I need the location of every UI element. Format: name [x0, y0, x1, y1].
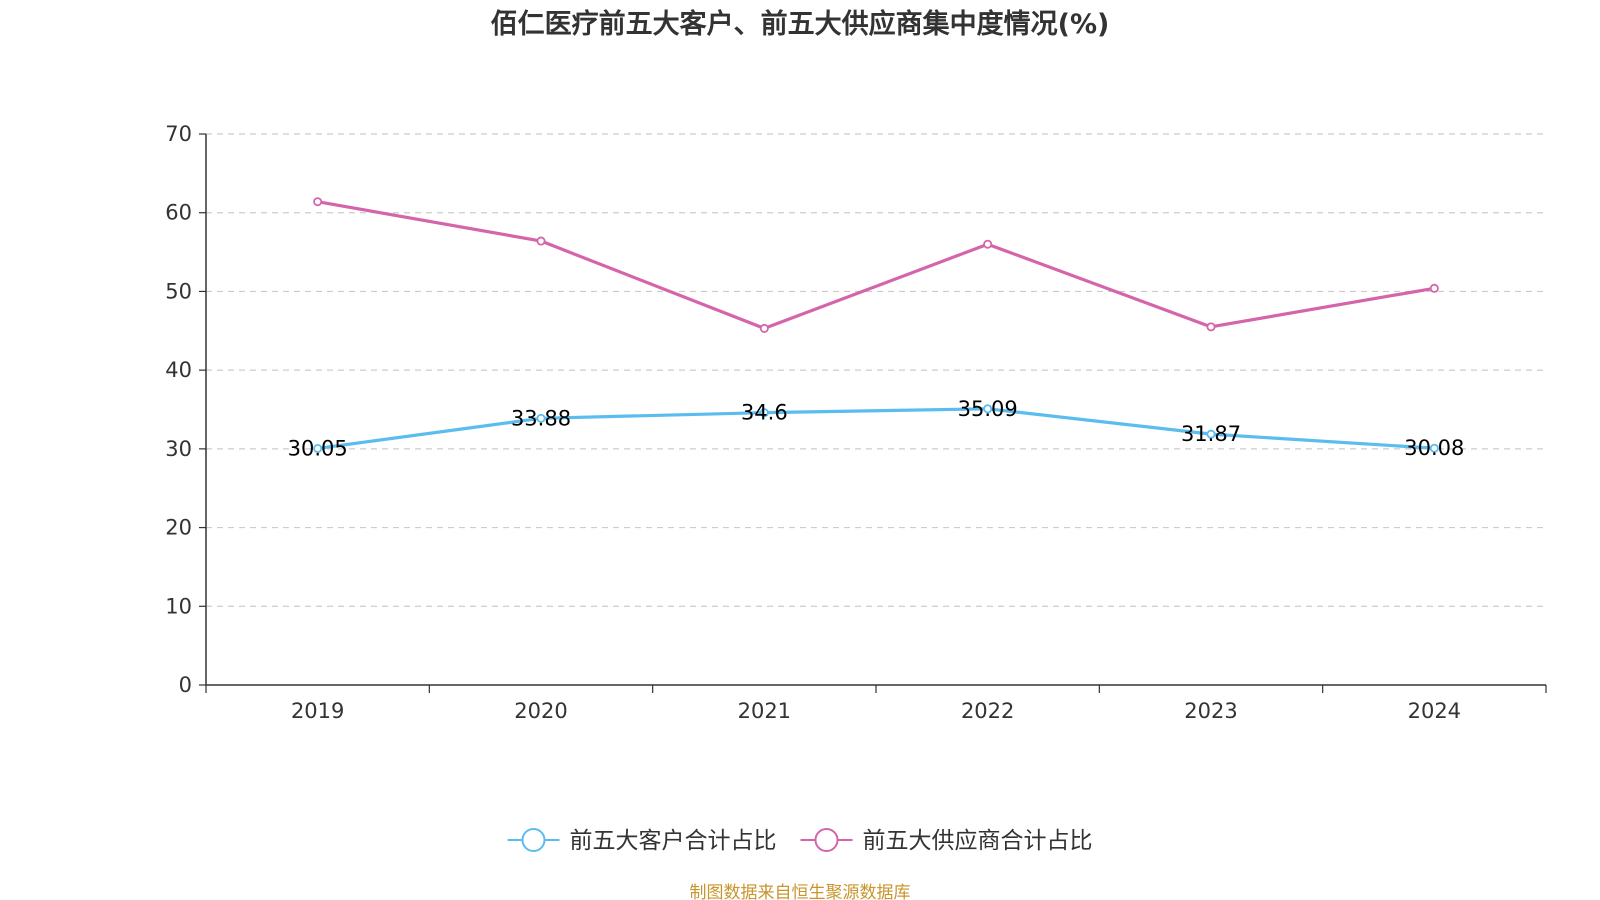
x-tick-label: 2023 — [1184, 699, 1237, 723]
data-label: 35.09 — [958, 397, 1018, 421]
data-label: 31.87 — [1181, 422, 1241, 446]
y-tick-label: 50 — [165, 279, 192, 303]
data-label: 30.08 — [1404, 436, 1464, 460]
data-labels: 30.05 33.88 34.6 35.09 31.87 30.08 — [288, 397, 1465, 461]
legend[interactable]: 前五大客户合计占比 前五大供应商合计占比 — [507, 828, 1093, 854]
data-point[interactable] — [759, 323, 769, 333]
data-label: 33.88 — [511, 406, 571, 430]
data-label: 30.05 — [288, 436, 348, 460]
legend-item[interactable]: 前五大供应商合计占比 — [800, 828, 1093, 854]
legend-label: 前五大供应商合计占比 — [863, 828, 1093, 854]
data-label: 34.6 — [741, 401, 788, 425]
y-tick-label: 60 — [165, 201, 192, 225]
data-point[interactable] — [313, 443, 323, 453]
data-point[interactable] — [313, 197, 323, 207]
grid-lines — [206, 133, 1546, 607]
x-tick-label: 2020 — [514, 699, 567, 723]
legend-item[interactable]: 前五大客户合计占比 — [507, 828, 777, 854]
series-line — [316, 200, 1436, 331]
y-tick-label: 10 — [165, 594, 192, 618]
legend-marker-icon — [521, 828, 546, 852]
x-tick-label: 2019 — [291, 699, 344, 723]
x-tick-label: 2022 — [961, 699, 1014, 723]
chart-title: 佰仁医疗前五大客户、前五大供应商集中度情况(%) — [491, 8, 1110, 40]
series — [313, 197, 1439, 453]
data-point[interactable] — [1206, 322, 1216, 332]
data-point[interactable] — [983, 239, 993, 249]
data-point[interactable] — [1206, 429, 1216, 439]
series-line — [316, 407, 1436, 451]
y-tick-label: 30 — [165, 437, 192, 461]
axes: 0 10 20 30 40 50 60 70 2019 2020 2021 2022 2023 2024 — [165, 122, 1547, 723]
y-tick-label: 70 — [165, 122, 192, 146]
x-tick-label: 2024 — [1408, 699, 1461, 723]
legend-label: 前五大客户合计占比 — [570, 828, 777, 854]
y-tick-label: 20 — [165, 516, 192, 540]
y-tick-label: 40 — [165, 358, 192, 382]
y-tick-label: 0 — [179, 673, 192, 697]
data-point[interactable] — [983, 404, 993, 414]
legend-marker-icon — [814, 828, 839, 852]
source-note: 制图数据来自恒生聚源数据库 — [690, 883, 911, 900]
data-point[interactable] — [536, 236, 546, 246]
data-point[interactable] — [1429, 283, 1439, 293]
data-point[interactable] — [536, 413, 546, 423]
data-point[interactable] — [759, 408, 769, 418]
data-point[interactable] — [1429, 443, 1439, 453]
x-tick-label: 2021 — [738, 699, 791, 723]
